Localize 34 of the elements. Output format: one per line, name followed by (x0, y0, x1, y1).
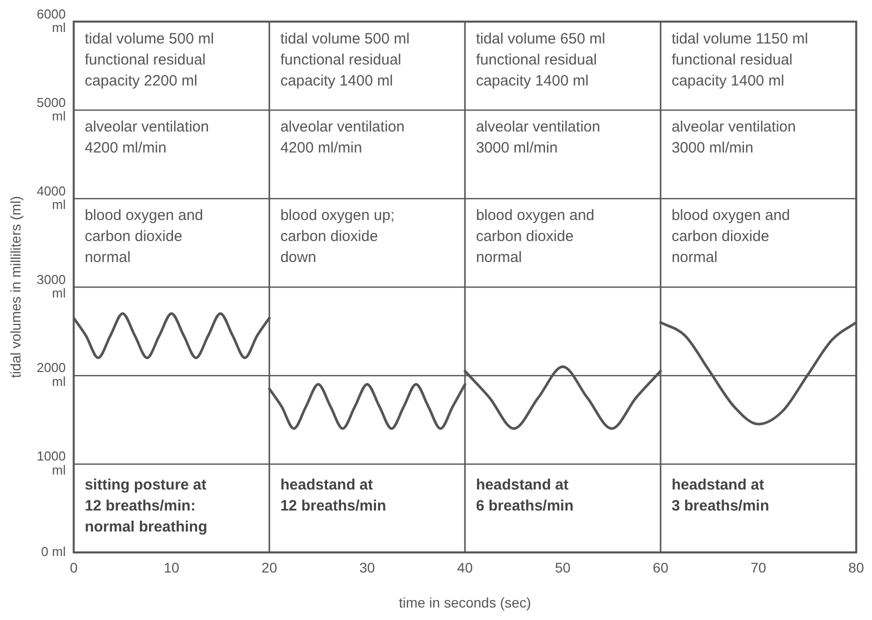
x-tick-label: 70 (750, 560, 766, 576)
x-tick-label: 10 (164, 560, 180, 576)
annotation: tidal volume 500 ml functional residual capacity 1400 ml (280, 30, 410, 90)
annotation: blood oxygen and carbon dioxide normal (84, 207, 204, 266)
annotation: headstand at 12 breaths/min (280, 476, 386, 515)
annotation: alveolar ventilation 3000 ml/min (672, 118, 796, 157)
y-tick-label: 5000 ml (36, 94, 66, 124)
annotation: blood oxygen and carbon dioxide normal (476, 207, 594, 266)
x-axis-title: time in seconds (sec) (398, 594, 532, 610)
x-tick-label: 30 (359, 560, 376, 576)
x-tick-label: 80 (848, 560, 864, 576)
annotation: blood oxygen up; carbon dioxide down (280, 207, 395, 266)
y-axis-title: tidal volumes in milliliters (ml) (7, 196, 24, 378)
x-tick-label: 40 (457, 560, 473, 576)
annotation: tidal volume 500 ml functional residual capacity 2200 ml (84, 30, 214, 90)
x-tick-label: 0 (70, 560, 78, 576)
y-tick-label: 1000 ml (36, 448, 66, 478)
y-tick-label: 3000 ml (36, 272, 66, 300)
x-tick-label: 20 (262, 560, 278, 576)
y-tick-label: 6000 ml (36, 6, 66, 36)
y-tick-label: 4000 ml (36, 183, 66, 212)
annotation: headstand at 6 breaths/min (476, 476, 574, 515)
annotation: alveolar ventilation 3000 ml/min (476, 118, 600, 157)
y-tick-label: 0 ml (41, 544, 66, 559)
annotation: tidal volume 650 ml functional residual capacity 1400 ml (476, 30, 606, 90)
annotation: alveolar ventilation 4200 ml/min (84, 118, 209, 157)
x-tick-label: 60 (652, 560, 669, 576)
annotation: alveolar ventilation 4200 ml/min (280, 118, 405, 157)
y-tick-label: 2000 ml (36, 360, 66, 389)
x-tick-label: 50 (554, 560, 571, 576)
annotation: tidal volume 1150 ml functional residual capacity 1400 ml (672, 30, 808, 90)
annotation: blood oxygen and carbon dioxide normal (672, 207, 790, 266)
annotation: sitting posture at 12 breaths/min: normal breathing (84, 476, 208, 536)
annotation: headstand at 3 breaths/min (672, 476, 770, 515)
